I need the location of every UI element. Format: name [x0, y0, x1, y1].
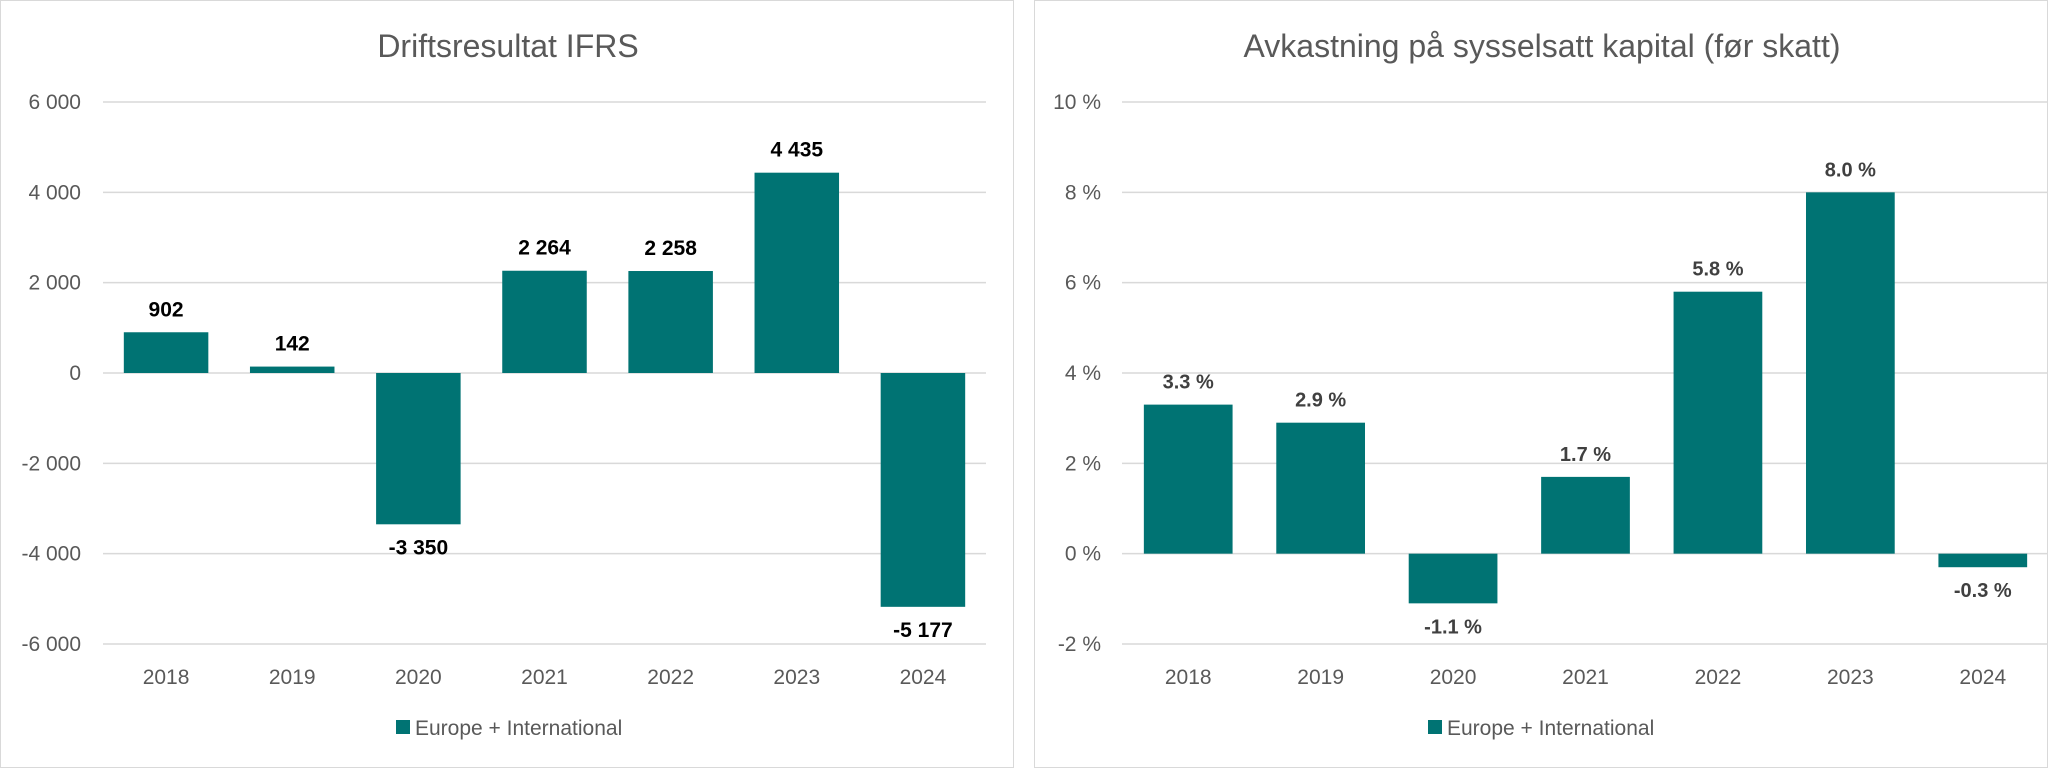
y-tick-label: 2 000 — [28, 272, 81, 295]
bar — [1541, 476, 1630, 554]
bar — [1938, 553, 2028, 568]
x-tick-label: 2018 — [143, 666, 190, 689]
x-tick-label: 2021 — [1562, 666, 1609, 689]
y-tick-label: 8 % — [1065, 181, 1101, 204]
bar — [1805, 192, 1895, 554]
bar — [376, 373, 461, 525]
plot-area: 6 000 4 000 2 000 0 -2 000 -4 000 -6 000 902 201… — [21, 91, 986, 689]
data-label: 902 — [149, 298, 184, 321]
x-tick-label: 2020 — [395, 666, 442, 689]
chart-title: Avkastning på sysselsatt kapital (før sk… — [1244, 28, 1841, 64]
plot-area: 10 % 8 % 6 % 4 % 2 % 0 % -2 % 3.3 % 2018 2.9 % 201… — [1053, 91, 2048, 689]
chart-panel-avkastning: Avkastning på sysselsatt kapital (før sk… — [1034, 0, 2048, 768]
bar — [880, 373, 966, 607]
bar — [628, 271, 713, 373]
bar — [1673, 291, 1763, 554]
data-label: -3 350 — [389, 536, 449, 559]
x-tick-label: 2024 — [1959, 666, 2006, 689]
bar — [123, 332, 209, 373]
y-tick-label: 4 % — [1065, 362, 1101, 385]
legend-swatch — [396, 720, 410, 734]
data-label: 142 — [275, 333, 310, 356]
legend-swatch — [1428, 720, 1442, 734]
y-tick-label: 10 % — [1053, 91, 1101, 114]
bar — [1276, 422, 1366, 554]
x-tick-label: 2020 — [1430, 666, 1477, 689]
data-label: 5.8 % — [1692, 259, 1743, 281]
y-tick-label: -6 000 — [21, 633, 81, 656]
y-tick-label: -2 % — [1058, 633, 1101, 656]
bar — [754, 172, 840, 373]
y-tick-label: 4 000 — [28, 181, 81, 204]
data-label: -1.1 % — [1424, 616, 1482, 638]
legend: Europe + International — [396, 717, 622, 740]
y-tick-label: 0 — [69, 362, 81, 385]
chart-panel-driftsresultat: Driftsresultat IFRS 6 000 4 000 2 000 0 -2 0… — [0, 0, 1014, 768]
y-tick-label: 2 % — [1065, 452, 1101, 475]
data-label: 2 258 — [644, 237, 697, 260]
legend: Europe + International — [1428, 717, 1654, 740]
chart-driftsresultat: Driftsresultat IFRS 6 000 4 000 2 000 0 -2 0… — [21, 28, 986, 740]
data-label: 1.7 % — [1560, 444, 1611, 466]
y-tick-label: 6 000 — [28, 91, 81, 114]
y-tick-label: 0 % — [1065, 543, 1101, 566]
bar — [249, 366, 335, 373]
data-label: -0.3 % — [1954, 580, 2012, 602]
data-label: 3.3 % — [1163, 372, 1214, 394]
x-tick-label: 2019 — [1297, 666, 1344, 689]
y-tick-label: -2 000 — [21, 452, 81, 475]
legend-label: Europe + International — [1447, 717, 1654, 740]
x-tick-label: 2021 — [521, 666, 568, 689]
x-tick-label: 2022 — [647, 666, 694, 689]
legend-label: Europe + International — [415, 717, 622, 740]
bar — [502, 270, 587, 373]
data-label: 2 264 — [518, 237, 571, 260]
x-tick-label: 2023 — [773, 666, 820, 689]
bar — [1408, 553, 1498, 604]
x-tick-label: 2019 — [269, 666, 316, 689]
y-tick-label: 6 % — [1065, 272, 1101, 295]
y-tick-label: -4 000 — [21, 543, 81, 566]
data-label: 2.9 % — [1295, 390, 1346, 412]
chart-title: Driftsresultat IFRS — [377, 28, 638, 64]
x-tick-label: 2018 — [1165, 666, 1212, 689]
data-label: 4 435 — [771, 139, 824, 162]
bar — [1143, 404, 1233, 554]
x-tick-label: 2024 — [900, 666, 947, 689]
x-tick-label: 2022 — [1695, 666, 1742, 689]
x-tick-label: 2023 — [1827, 666, 1874, 689]
chart-avkastning: Avkastning på sysselsatt kapital (før sk… — [1053, 28, 2048, 740]
data-label: -5 177 — [893, 619, 953, 642]
data-label: 8.0 % — [1825, 159, 1876, 181]
